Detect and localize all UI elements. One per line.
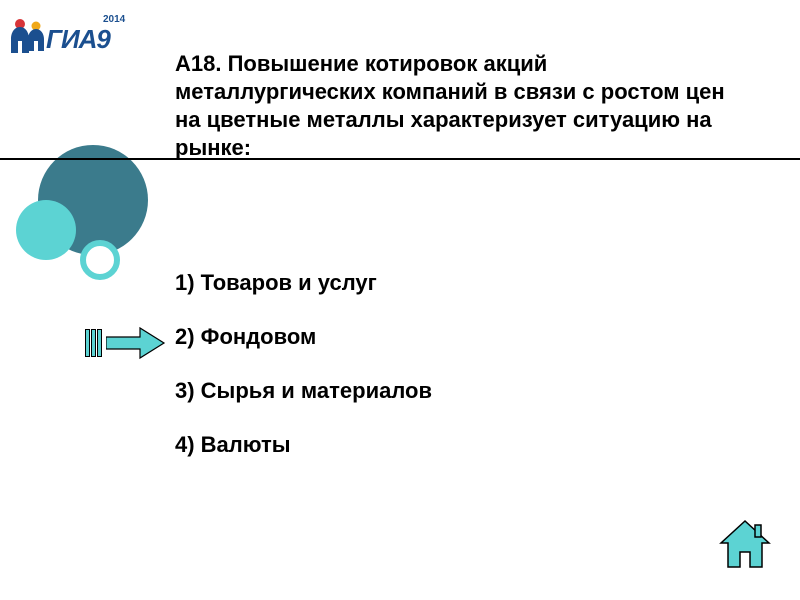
answer-arrow-icon <box>85 325 166 361</box>
option-1: 1) Товаров и услуг <box>175 270 735 296</box>
home-icon[interactable] <box>715 515 775 575</box>
options-list: 1) Товаров и услуг 2) Фондовом 3) Сырья … <box>175 270 735 486</box>
option-2: 2) Фондовом <box>175 324 735 350</box>
logo-people-icon <box>8 17 48 59</box>
decorative-circles <box>10 145 150 285</box>
logo: ГИА9 2014 <box>8 12 128 72</box>
logo-year: 2014 <box>103 14 125 25</box>
option-4: 4) Валюты <box>175 432 735 458</box>
logo-text: ГИА9 <box>46 24 110 55</box>
question-text: А18. Повышение котировок акций металлург… <box>175 50 735 163</box>
option-3: 3) Сырья и материалов <box>175 378 735 404</box>
